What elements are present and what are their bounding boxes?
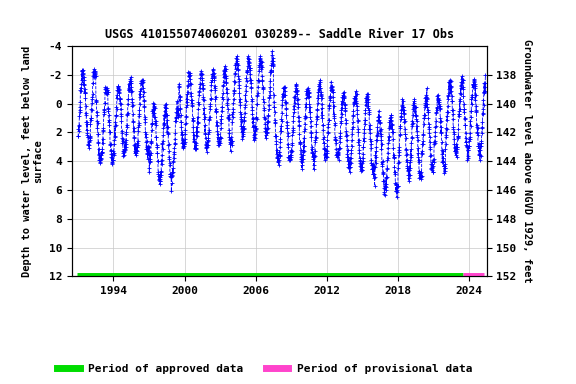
Y-axis label: Depth to water level, feet below land
surface: Depth to water level, feet below land su… — [22, 46, 43, 277]
Title: USGS 410155074060201 030289-- Saddle River 17 Obs: USGS 410155074060201 030289-- Saddle Riv… — [105, 28, 454, 41]
Y-axis label: Groundwater level above NGVD 1929, feet: Groundwater level above NGVD 1929, feet — [522, 40, 532, 283]
Legend: Period of approved data, Period of provisional data: Period of approved data, Period of provi… — [53, 359, 477, 379]
